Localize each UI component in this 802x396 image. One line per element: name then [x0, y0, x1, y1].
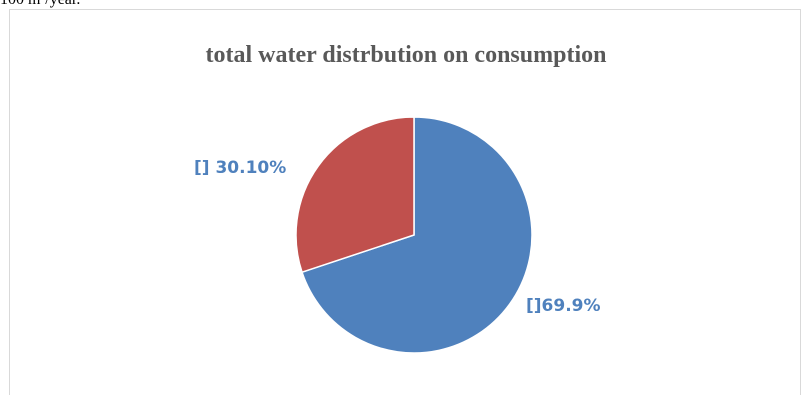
pie-slice-1: [301, 116, 533, 354]
chart-area: total water distrbution on consumption […: [9, 9, 801, 395]
pie-data-labels: []69.9% [] 30.10%: [194, 158, 601, 316]
pie-slices: [295, 116, 533, 354]
pie-slice-2: [295, 116, 415, 274]
pie-data-label-2: [] 30.10%: [194, 158, 286, 178]
pie-chart: total water distrbution on consumption […: [194, 42, 607, 354]
document-text-fragment: 100 m³/year.: [0, 0, 80, 9]
chart-title: total water distrbution on consumption: [206, 42, 607, 68]
pie-data-label-1: []69.9%: [526, 296, 601, 316]
